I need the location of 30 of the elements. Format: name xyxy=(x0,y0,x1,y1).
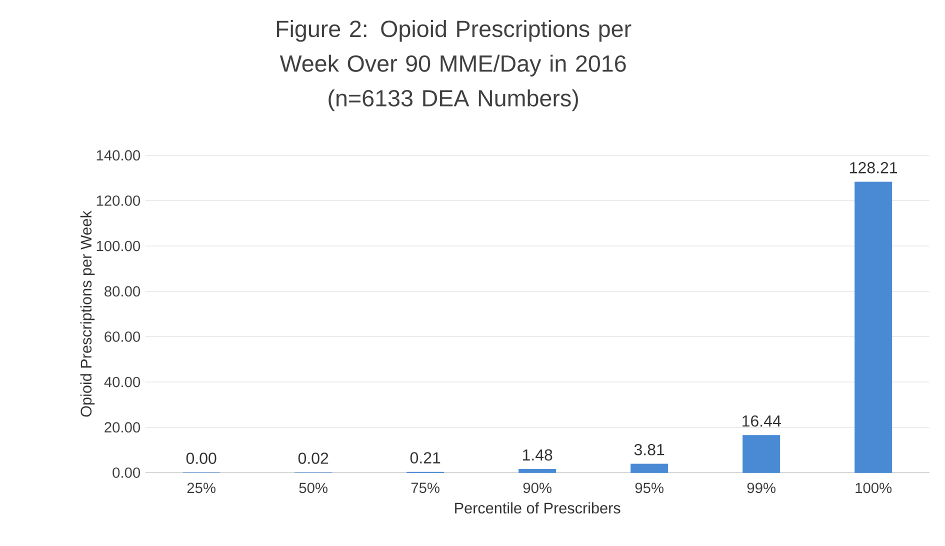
data-label: 0.21 xyxy=(410,452,440,464)
x-tick-label: 95% xyxy=(635,482,664,494)
data-label: 0.02 xyxy=(298,452,328,464)
x-tick-label: 90% xyxy=(523,482,552,494)
bar xyxy=(630,464,668,473)
y-tick-label: 0.00 xyxy=(112,467,140,478)
y-tick-label: 60.00 xyxy=(104,331,140,342)
y-tick-label: 40.00 xyxy=(104,376,140,388)
x-tick-label: 99% xyxy=(747,482,776,494)
x-tick-label: 50% xyxy=(299,482,328,494)
bar xyxy=(854,182,892,473)
data-label: 1.48 xyxy=(522,449,552,461)
x-tick-label: 75% xyxy=(411,482,440,494)
x-tick-label: 25% xyxy=(187,482,216,494)
y-tick-label: 80.00 xyxy=(104,286,140,297)
x-tick-label: 100% xyxy=(856,482,892,494)
y-tick-label: 120.00 xyxy=(96,195,140,206)
bar xyxy=(518,469,556,473)
bar xyxy=(742,435,780,473)
data-label: 0.00 xyxy=(186,452,216,464)
data-label: 16.44 xyxy=(742,415,781,427)
x-axis-title: Percentile of Prescribers xyxy=(455,502,620,514)
y-axis-title: Opioid Prescriptions per Week xyxy=(80,210,95,417)
chart-title: Figure 2: Opioid Prescriptions per Week Over 90 MME/Day in 2016 xyxy=(276,20,632,76)
y-tick-label: 140.00 xyxy=(96,150,140,161)
data-label: 3.81 xyxy=(634,444,664,456)
y-tick-label: 20.00 xyxy=(104,422,140,433)
data-label: 128.21 xyxy=(850,162,898,174)
chart-subtitle: (n=6133 DEA Numbers) xyxy=(328,89,578,112)
y-tick-label: 100.00 xyxy=(96,240,140,252)
